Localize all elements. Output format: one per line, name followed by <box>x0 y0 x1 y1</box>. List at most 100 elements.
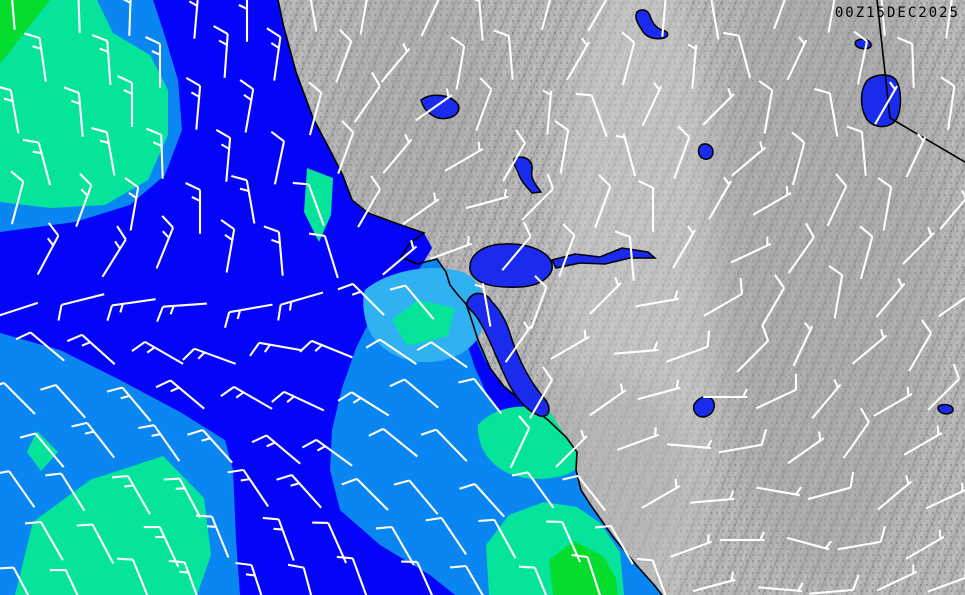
wind-barb <box>615 133 637 177</box>
wind-barb <box>111 474 151 515</box>
wind-barb <box>45 472 86 512</box>
wind-barb <box>15 331 65 362</box>
wind-barb <box>299 339 353 359</box>
wind-barb <box>337 282 385 316</box>
wind-barb <box>940 76 956 130</box>
wind-barb <box>40 383 86 419</box>
wind-barb <box>0 86 20 134</box>
wind-barb <box>927 569 965 593</box>
wind-barb <box>220 219 236 273</box>
wind-barb <box>555 429 588 468</box>
wind-barb <box>402 192 440 226</box>
wind-barb <box>336 555 368 595</box>
wind-barb <box>251 434 301 465</box>
wind-barb <box>641 82 663 127</box>
wind-barb <box>308 232 339 279</box>
wind-barb <box>76 523 115 564</box>
wind-barb <box>811 378 842 419</box>
wind-barb <box>927 363 961 411</box>
wind-barb <box>687 43 698 89</box>
wind-barb <box>263 225 284 276</box>
wind-barb <box>357 175 382 228</box>
wind-barb <box>365 338 417 365</box>
wind-barb <box>511 471 555 509</box>
wind-barb <box>138 424 181 462</box>
wind-barb <box>761 274 786 327</box>
wind-barb <box>185 182 202 234</box>
wind-barb <box>145 36 162 88</box>
wind-barb <box>337 391 390 417</box>
wind-barb <box>416 341 468 369</box>
wind-barb <box>292 181 325 226</box>
wind-barb <box>509 415 531 469</box>
wind-barb <box>938 296 965 318</box>
wind-barb <box>220 385 273 410</box>
wind-barb <box>478 518 517 559</box>
wind-barb <box>614 230 635 281</box>
wind-barb <box>730 236 772 264</box>
lake-berryessa <box>513 156 543 194</box>
wind-barb <box>791 131 806 186</box>
wind-barb <box>117 75 134 127</box>
wind-barb <box>690 490 735 504</box>
wind-barb <box>155 379 205 410</box>
wind-barb <box>877 177 893 231</box>
wind-barb <box>353 71 381 123</box>
wind-barb <box>637 379 681 401</box>
wind-barb <box>0 301 39 317</box>
wind-barb <box>106 386 152 422</box>
wind-barb <box>638 180 655 232</box>
wind-barb <box>621 31 636 86</box>
wind-barb <box>575 92 608 137</box>
wind-barb <box>401 560 434 595</box>
wind-barb <box>308 81 323 136</box>
wind-barb <box>71 421 116 459</box>
wind-barb <box>49 569 79 595</box>
wind-barb <box>301 438 353 467</box>
wind-barb <box>475 77 493 131</box>
clear-lake <box>635 9 669 40</box>
wind-barb <box>271 390 325 412</box>
wind-barb <box>859 225 874 280</box>
wave-band-teal-southwest <box>15 456 211 595</box>
wind-barb <box>425 516 467 555</box>
ocean-layer <box>0 0 662 595</box>
wind-barb <box>673 125 691 179</box>
wind-barb <box>76 0 81 33</box>
wind-barb <box>287 563 313 595</box>
wind-barb <box>589 276 622 315</box>
wind-barb <box>828 265 844 319</box>
wind-barb <box>380 42 411 83</box>
wind-barb <box>163 477 202 518</box>
wind-barb <box>554 120 570 174</box>
wind-barb <box>792 322 814 367</box>
wind-barb <box>908 319 933 372</box>
wind-barb <box>566 37 591 81</box>
wind-barb <box>382 133 413 174</box>
wind-barb <box>101 225 127 278</box>
wind-barb <box>23 32 47 82</box>
wind-barb <box>703 388 748 399</box>
wind-barb <box>182 347 236 365</box>
wind-barb <box>722 31 752 79</box>
wave-patch-teal-bodega <box>304 168 333 242</box>
wind-barb <box>702 87 735 126</box>
wind-barb <box>902 226 935 265</box>
wind-barb <box>36 222 60 275</box>
wind-barb <box>122 0 132 36</box>
wind-barb <box>223 303 273 328</box>
wind-barb <box>521 173 555 221</box>
wind-barb <box>213 25 229 78</box>
wind-barb <box>0 470 36 508</box>
wind-barb <box>473 0 484 41</box>
wind-barb <box>896 36 915 88</box>
wind-barb <box>11 0 16 30</box>
wind-barb <box>227 468 269 507</box>
wind-barb <box>277 291 324 321</box>
wind-barb <box>661 0 667 37</box>
wind-barb <box>635 290 679 308</box>
wind-barb <box>853 30 869 85</box>
wind-barb <box>529 366 554 419</box>
wind-barb <box>614 341 659 355</box>
